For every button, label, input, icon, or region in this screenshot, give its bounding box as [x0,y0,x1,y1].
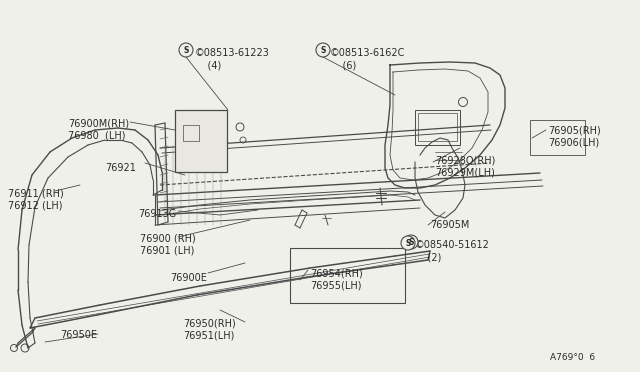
Text: 76911 (RH)
76912 (LH): 76911 (RH) 76912 (LH) [8,188,64,211]
Text: A769°0  6: A769°0 6 [550,353,595,362]
Text: 76913G: 76913G [138,209,176,219]
Text: 76921: 76921 [105,163,136,173]
Circle shape [401,236,415,250]
Text: 76950(RH)
76951(LH): 76950(RH) 76951(LH) [183,318,236,340]
Text: 76900M(RH)
76980  (LH): 76900M(RH) 76980 (LH) [68,118,129,140]
Text: 76950E: 76950E [60,330,97,340]
Text: S: S [183,45,189,55]
Text: 76928Q(RH)
76929M(LH): 76928Q(RH) 76929M(LH) [435,155,495,177]
Circle shape [404,235,418,249]
Text: 76900 (RH)
76901 (LH): 76900 (RH) 76901 (LH) [140,233,196,256]
Text: 76905(RH)
76906(LH): 76905(RH) 76906(LH) [548,125,601,147]
Bar [175,110,227,172]
Bar [290,248,405,303]
Bar [418,113,457,141]
Text: 76954(RH)
76955(LH): 76954(RH) 76955(LH) [310,268,363,291]
Text: ©08513-61223
    (4): ©08513-61223 (4) [195,48,270,70]
Text: 76905M: 76905M [430,220,469,230]
Bar [183,125,199,141]
Bar [530,120,585,155]
Text: 76900E: 76900E [170,273,207,283]
Text: S: S [408,237,413,247]
Text: ©08513-6162C
    (6): ©08513-6162C (6) [330,48,405,70]
Circle shape [179,43,193,57]
Text: S: S [320,45,326,55]
Text: S: S [405,238,411,247]
Circle shape [316,43,330,57]
Bar [415,110,460,145]
Text: ©08540-51612
    (2): ©08540-51612 (2) [415,240,490,262]
